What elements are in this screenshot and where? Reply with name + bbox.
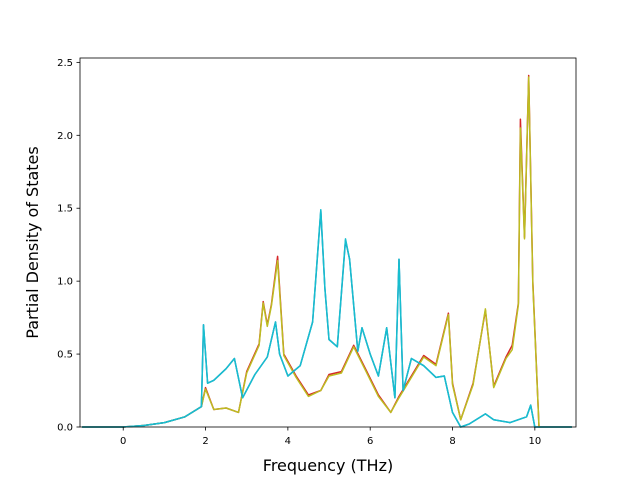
x-tick-label: 10: [528, 436, 541, 447]
x-axis-label: Frequency (THz): [263, 456, 393, 475]
y-axis-ticks: 0.0 0.5 1.0 1.5 2.0 2.5: [57, 58, 80, 434]
plot-frame: [79, 57, 577, 428]
y-axis-label: Partial Density of States: [23, 146, 42, 338]
x-tick-label: 2: [202, 436, 208, 447]
series-layer: [82, 74, 572, 428]
y-tick-label: 0.5: [57, 350, 73, 361]
x-tick-label: 0: [120, 436, 126, 447]
series-line-0: [82, 74, 572, 428]
x-tick-label: 8: [449, 436, 455, 447]
y-tick-label: 1.0: [57, 277, 73, 288]
series-line-3: [82, 208, 572, 428]
y-tick-label: 2.0: [57, 131, 73, 142]
y-tick-label: 1.5: [57, 204, 73, 215]
series-line-1: [82, 76, 572, 428]
x-axis-ticks: 0 2 4 6 8 10: [120, 427, 541, 447]
x-tick-label: 6: [367, 436, 373, 447]
x-tick-label: 4: [285, 436, 291, 447]
y-tick-label: 2.5: [57, 58, 73, 69]
y-tick-label: 0.0: [57, 423, 73, 434]
